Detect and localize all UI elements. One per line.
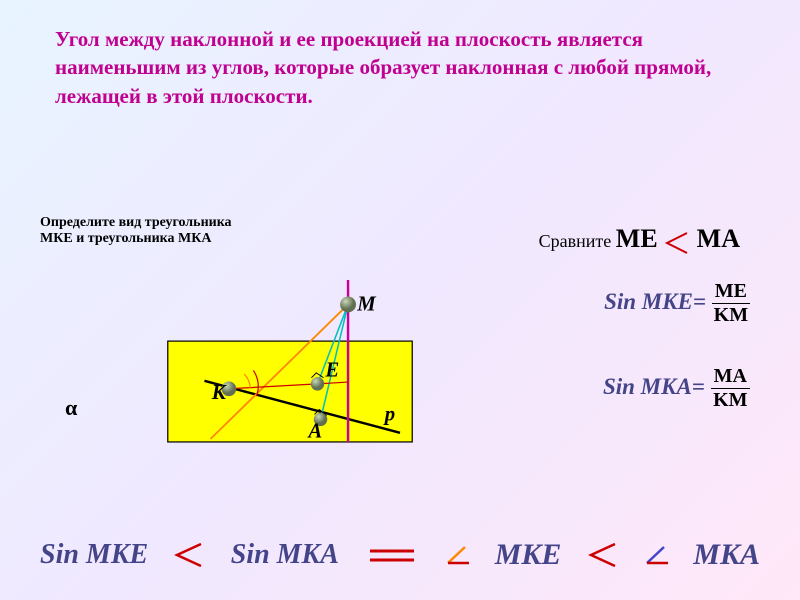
label-m: М [356,293,377,316]
sin-mke-den: KM [712,304,750,327]
sin-mka-den: KM [711,389,750,412]
alpha-label: α [65,395,77,421]
label-e: Е [324,359,339,382]
conclusion-row: Sin MKE Sin MKA MKE MKA [40,538,760,572]
compare-right: МА [697,224,740,253]
implies-icon [362,540,422,570]
angle-icon-2 [644,543,670,567]
theorem-title: Угол между наклонной и ее проекцией на п… [55,25,745,110]
bottom-mka: MKA [693,538,760,572]
point-m [340,297,356,313]
geometry-diagram: М К Е А р [90,280,490,445]
bottom-mke: MKE [495,538,562,572]
bottom-sin-mke: Sin MKE [40,539,148,571]
point-e [311,377,324,390]
label-a: А [306,420,322,443]
compare-prefix: Сравните [539,231,612,251]
angle-icon-1 [445,543,471,567]
task-subtitle: Определите вид треугольника МКЕ и треуго… [40,215,232,247]
label-p: р [383,403,395,426]
sin-mka-num: MA [711,365,750,389]
bottom-sin-mka: Sin MKA [231,539,339,571]
less-than-icon [662,230,692,256]
compare-expression: Сравните МЕ МА [539,224,740,256]
lt-icon-1 [171,540,207,570]
compare-left: МЕ [616,224,658,253]
lt-icon-2 [585,540,621,570]
subtitle-line1: Определите вид треугольника [40,215,232,231]
sin-mke-num: ME [712,280,750,304]
sin-mke-label: Sin MKE= [604,289,706,314]
formula-sin-mka: Sin MKA= MA KM [603,365,750,412]
label-k: К [211,381,227,404]
sin-mka-label: Sin MKA= [603,374,705,399]
formula-sin-mke: Sin MKE= ME KM [604,280,750,327]
subtitle-line2: МКЕ и треугольника МКА [40,231,232,247]
